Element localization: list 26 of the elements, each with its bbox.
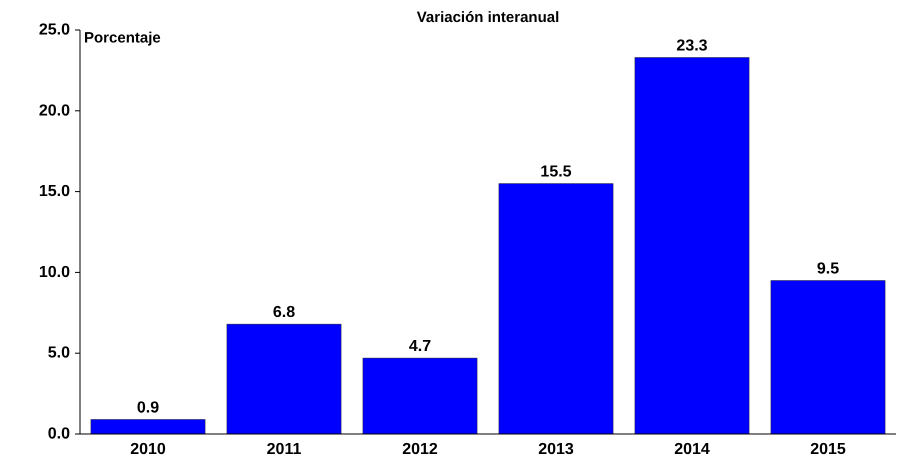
y-tick-label: 20.0 — [38, 102, 70, 120]
bar — [634, 57, 750, 434]
x-tick-label: 2015 — [810, 441, 846, 458]
bar — [770, 280, 886, 434]
y-tick-label: 10.0 — [38, 264, 70, 281]
y-tick-label: 15.0 — [38, 183, 70, 200]
x-tick-label: 2010 — [130, 441, 166, 458]
x-tick-label: 2013 — [538, 441, 574, 458]
data-label: 0.9 — [136, 399, 160, 416]
x-tick-label: 2014 — [674, 441, 710, 458]
data-label: 4.7 — [408, 338, 432, 356]
y-tick-label: 25.0 — [38, 22, 70, 38]
data-label: 6.8 — [272, 304, 296, 322]
y-tick-label: 5.0 — [48, 344, 70, 362]
data-label: 9.5 — [816, 260, 840, 278]
x-tick-label: 2012 — [402, 441, 438, 458]
y-axis-title: Porcentaje — [84, 29, 161, 46]
data-label: 15.5 — [540, 164, 572, 181]
bar — [498, 183, 614, 434]
bar — [226, 324, 342, 434]
y-tick-label: 0.0 — [48, 426, 70, 442]
data-label: 23.3 — [676, 37, 708, 54]
chart-title: Variación interanual — [416, 9, 560, 26]
x-tick-label: 2011 — [266, 441, 302, 458]
bar — [362, 358, 478, 434]
bar — [90, 419, 206, 434]
